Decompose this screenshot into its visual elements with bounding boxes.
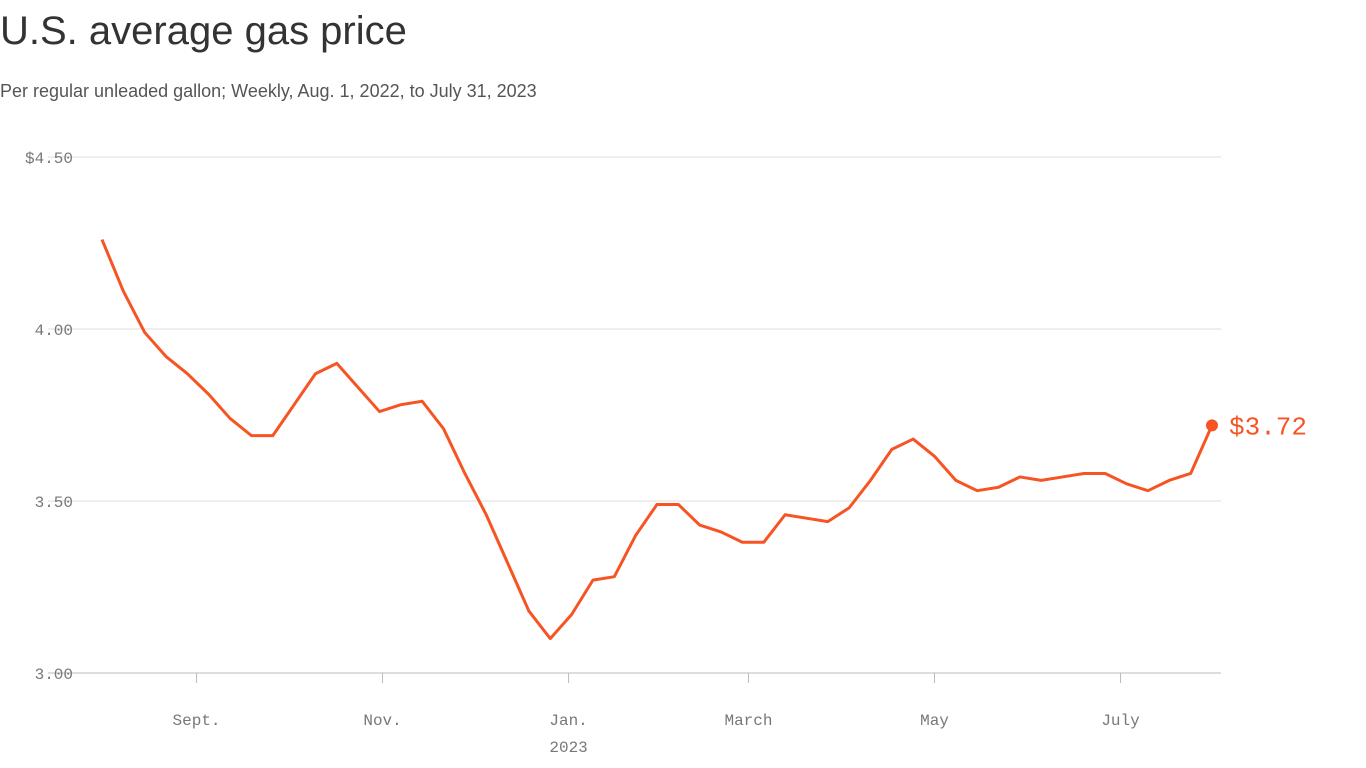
- x-tick-label: Nov.: [363, 712, 401, 730]
- price-line: [100, 238, 1214, 641]
- end-dot: [1206, 419, 1218, 432]
- y-tick-label: 4.00: [35, 322, 73, 340]
- value-label: $3.72: [1229, 412, 1307, 442]
- x-tick-label: May: [920, 712, 949, 730]
- y-tick-label: 3.50: [35, 494, 73, 512]
- x-tick-label: Sept.: [173, 712, 221, 730]
- x-tick-label: July: [1101, 712, 1140, 730]
- chart-subtitle: Per regular unleaded gallon; Weekly, Aug…: [0, 81, 537, 101]
- x-tick-label: March: [724, 712, 772, 730]
- y-tick-label: 3.00: [35, 666, 73, 684]
- x-tick-sublabel: 2023: [549, 739, 587, 757]
- chart-title: U.S. average gas price: [0, 9, 407, 53]
- x-tick-label: Jan.: [549, 712, 587, 730]
- y-tick-label: $4.50: [25, 150, 73, 168]
